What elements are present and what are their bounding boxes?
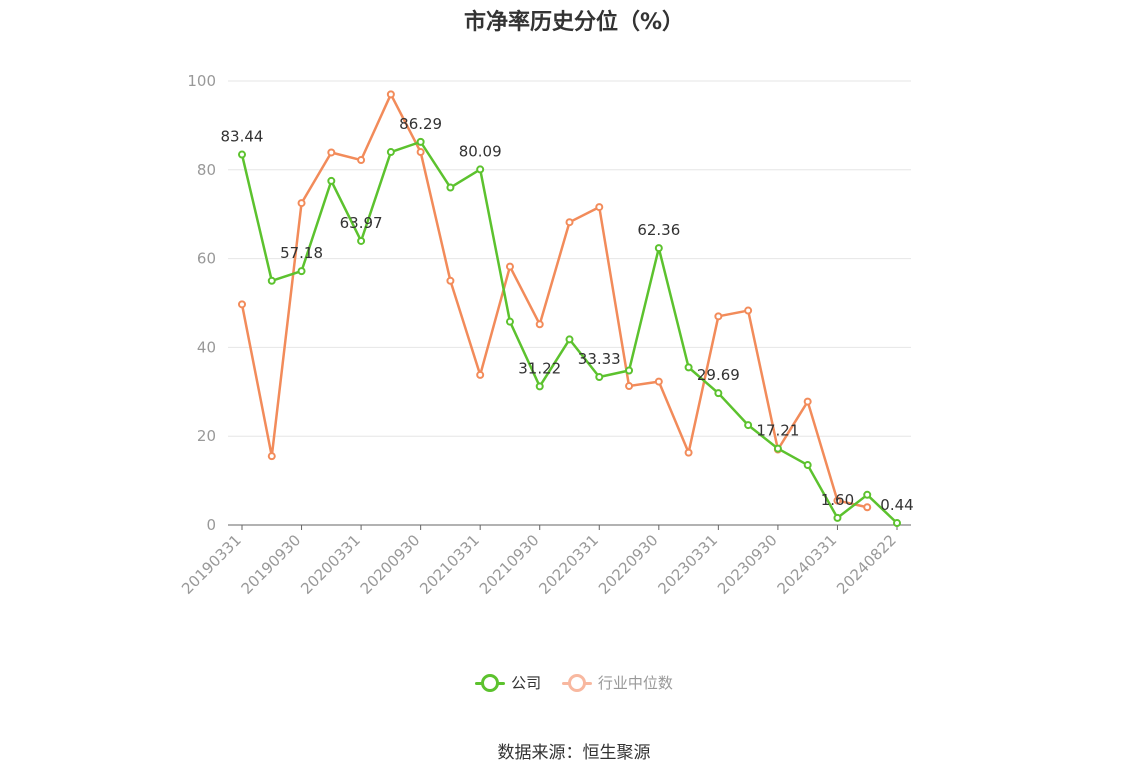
data-point-company xyxy=(267,276,276,285)
x-tick-label: 20200930 xyxy=(357,531,424,598)
data-point-company xyxy=(714,389,723,398)
data-point-industry xyxy=(505,262,514,271)
data-point-industry xyxy=(416,148,425,157)
data-point-company xyxy=(297,267,306,276)
data-label: 17.21 xyxy=(756,422,799,440)
x-tick-label: 20230331 xyxy=(654,531,721,598)
series-lines xyxy=(238,90,901,528)
data-label: 31.22 xyxy=(518,359,561,377)
data-point-company xyxy=(327,176,336,185)
x-tick-label: 20190930 xyxy=(238,531,305,598)
data-point-company xyxy=(238,150,246,159)
x-tick-label: 20240822 xyxy=(833,531,900,598)
data-point-industry xyxy=(803,397,812,406)
data-point-industry xyxy=(238,300,246,309)
data-point-company xyxy=(595,373,604,382)
data-label: 1.60 xyxy=(821,491,854,509)
data-point-industry xyxy=(833,496,842,505)
y-tick-label: 20 xyxy=(197,427,216,445)
x-tick-label: 20210331 xyxy=(416,531,483,598)
data-point-industry xyxy=(863,503,872,512)
data-source-note: 数据来源：恒生聚源 xyxy=(497,743,651,763)
data-point-company xyxy=(446,183,455,192)
x-tick-label: 20230930 xyxy=(714,531,781,598)
data-label: 62.36 xyxy=(637,221,680,239)
data-point-industry xyxy=(744,306,753,315)
grid-lines xyxy=(228,80,911,437)
chart-title: 市净率历史分位（%） xyxy=(463,10,685,35)
y-tick-label: 0 xyxy=(206,516,216,534)
legend-industry-marker-icon xyxy=(561,673,592,692)
data-label: 80.09 xyxy=(459,142,502,160)
data-label: 63.97 xyxy=(340,214,383,232)
data-label: 0.44 xyxy=(880,496,913,514)
legend-industry-label: 行业中位数 xyxy=(597,674,673,692)
data-point-company xyxy=(625,366,634,375)
legend-item-company[interactable]: 公司 xyxy=(475,672,541,693)
axes: 0 20 40 60 80 100 2019033120190930202003312020… xyxy=(178,72,911,598)
data-point-industry xyxy=(595,203,604,212)
data-point-company xyxy=(833,513,842,522)
legend: 公司 行业中位数 xyxy=(0,672,1148,696)
data-point-company xyxy=(773,444,782,453)
data-point-industry xyxy=(535,320,544,329)
series-line-company xyxy=(240,140,898,524)
data-point-company xyxy=(416,137,425,146)
data-point-industry xyxy=(714,312,723,321)
series-line-industry xyxy=(240,93,868,509)
x-tick-label: 20210930 xyxy=(476,531,543,598)
y-tick-label: 80 xyxy=(197,161,216,179)
data-point-industry xyxy=(476,370,485,379)
x-tick-label: 20200331 xyxy=(297,531,364,598)
data-point-industry xyxy=(327,148,336,157)
data-point-industry xyxy=(386,90,395,99)
data-point-industry xyxy=(565,218,574,227)
data-point-company xyxy=(357,236,366,245)
data-point-company xyxy=(565,335,574,344)
data-label: 29.69 xyxy=(697,366,740,384)
y-tick-label: 60 xyxy=(197,250,216,268)
data-label: 33.33 xyxy=(578,350,621,368)
data-label: 57.18 xyxy=(280,244,323,262)
data-point-company xyxy=(803,461,812,470)
x-tick-label: 20220930 xyxy=(595,531,662,598)
data-label: 86.29 xyxy=(399,115,442,133)
y-tick-label: 40 xyxy=(197,338,216,356)
data-point-industry xyxy=(267,452,276,461)
data-point-company xyxy=(893,519,901,528)
x-tick-label: 20190331 xyxy=(178,531,245,598)
data-labels: 83.44 57.18 63.97 86.29 80.09 31.22 33.33 62.36… xyxy=(221,115,914,514)
data-point-company xyxy=(654,244,663,253)
data-point-industry xyxy=(684,448,693,457)
data-point-company xyxy=(744,421,753,430)
data-point-company xyxy=(476,165,485,174)
data-point-company xyxy=(863,490,872,499)
data-label: 83.44 xyxy=(221,128,264,146)
legend-company-label: 公司 xyxy=(511,674,542,692)
data-point-industry xyxy=(357,156,366,165)
data-point-industry xyxy=(654,377,663,386)
data-point-company xyxy=(386,148,395,157)
x-tick-label: 20220331 xyxy=(535,531,602,598)
data-point-company xyxy=(535,382,544,391)
data-point-company xyxy=(684,363,693,372)
legend-item-industry[interactable]: 行业中位数 xyxy=(561,672,673,693)
data-point-industry xyxy=(625,382,634,391)
y-tick-label: 100 xyxy=(187,72,216,90)
data-point-industry xyxy=(446,276,455,285)
legend-company-marker-icon xyxy=(475,673,506,692)
x-tick-label: 20240331 xyxy=(774,531,841,598)
data-point-industry xyxy=(297,199,306,208)
data-point-company xyxy=(505,317,514,326)
